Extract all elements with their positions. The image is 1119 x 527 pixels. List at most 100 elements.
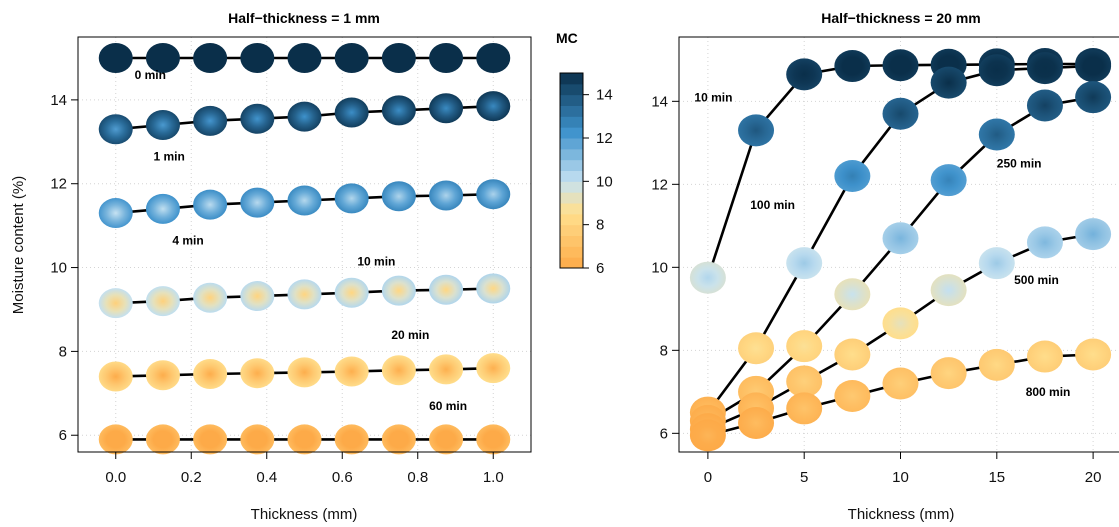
y-tick-label: 10 (50, 260, 67, 277)
series-label: 800 min (1026, 385, 1071, 399)
colorbar-ticks: 6 8 10 12 14 (583, 87, 613, 277)
y-tick-label: 8 (59, 343, 67, 360)
x-tick-label: 0 (704, 469, 712, 486)
data-point (381, 95, 416, 126)
data-point (145, 424, 180, 455)
data-point (240, 103, 275, 134)
data-point (978, 247, 1015, 280)
colorbar-step (560, 105, 583, 117)
x-axis-label: Thickness (mm) (251, 506, 358, 523)
data-point (287, 357, 322, 388)
x-tick-label: 0.0 (105, 469, 126, 486)
data-point (882, 49, 919, 82)
y-tick-label: 6 (59, 427, 67, 444)
data-point (287, 424, 322, 455)
data-point (334, 356, 369, 387)
colorbar-step (560, 213, 583, 226)
data-point (287, 279, 322, 310)
data-point (834, 379, 871, 412)
data-point (1075, 218, 1112, 251)
colorbar-step (560, 116, 583, 128)
data-point (476, 353, 511, 384)
data-point (193, 189, 228, 220)
data-point (476, 424, 511, 455)
y-axis: 6 8 10 12 14 (651, 93, 679, 442)
y-tick-label: 14 (651, 93, 668, 110)
colorbar-tick-label: 8 (596, 217, 604, 234)
data-point (98, 424, 133, 455)
data-point (930, 357, 967, 390)
x-tick-label: 20 (1085, 469, 1102, 486)
series-label: 500 min (1014, 273, 1059, 287)
series-label: 10 min (694, 90, 732, 104)
x-tick-label: 0.8 (407, 469, 428, 486)
data-point (381, 181, 416, 212)
x-axis: 0.0 0.2 0.4 0.6 0.8 1.0 (105, 452, 504, 486)
data-point (786, 392, 823, 425)
data-point (429, 274, 464, 305)
colorbar-step (560, 170, 583, 182)
y-tick-label: 12 (651, 176, 668, 193)
colorbar-step (560, 181, 583, 193)
data-point (476, 91, 511, 122)
series-label: 10 min (357, 254, 395, 268)
data-point (240, 42, 275, 73)
data-point (930, 274, 967, 307)
colorbar-tick-label: 14 (596, 87, 613, 104)
x-tick-label: 1.0 (483, 469, 504, 486)
colorbar-tick-label: 10 (596, 173, 613, 190)
colorbar-frame (559, 72, 584, 269)
data-point (1026, 226, 1063, 259)
data-point (193, 282, 228, 313)
data-point (145, 110, 180, 141)
data-point (193, 424, 228, 455)
data-point (381, 355, 416, 386)
data-point (882, 222, 919, 255)
data-point (834, 50, 871, 83)
y-tick-label: 12 (50, 176, 67, 193)
y-tick-label: 6 (660, 425, 668, 442)
x-tick-label: 10 (892, 469, 909, 486)
x-tick-label: 5 (800, 469, 808, 486)
data-point (738, 406, 775, 439)
data-point (930, 66, 967, 99)
series-label: 4 min (172, 234, 203, 248)
data-point (786, 365, 823, 398)
colorbar-step (560, 83, 583, 96)
data-point (1075, 50, 1112, 83)
data-point (786, 247, 823, 280)
data-point (98, 288, 133, 319)
data-point (429, 354, 464, 385)
data-point (193, 42, 228, 73)
y-axis: 6 8 10 12 14 (50, 92, 78, 444)
data-point (240, 424, 275, 455)
x-tick-label: 0.2 (181, 469, 202, 486)
data-point (145, 360, 180, 391)
colorbar-step (560, 203, 583, 215)
data-point (429, 180, 464, 211)
panel-title: Half−thickness = 20 mm (821, 10, 981, 26)
series-points (689, 47, 1112, 452)
data-point (834, 338, 871, 371)
data-point (334, 42, 369, 73)
data-point (240, 281, 275, 312)
colorbar-step (560, 257, 583, 269)
data-point (786, 58, 823, 91)
data-point (978, 348, 1015, 381)
series-label: 100 min (750, 198, 795, 212)
data-point (834, 278, 871, 311)
data-point (287, 185, 322, 216)
data-point (145, 193, 180, 224)
data-point (98, 42, 133, 73)
data-point (1075, 81, 1112, 114)
data-point (381, 42, 416, 73)
colorbar-step (560, 159, 583, 171)
colorbar-step (560, 246, 583, 258)
data-point (287, 42, 322, 73)
data-point (882, 97, 919, 130)
data-point (882, 307, 919, 340)
data-point (98, 361, 133, 392)
colorbar-tick-label: 6 (596, 260, 604, 277)
data-point (429, 42, 464, 73)
